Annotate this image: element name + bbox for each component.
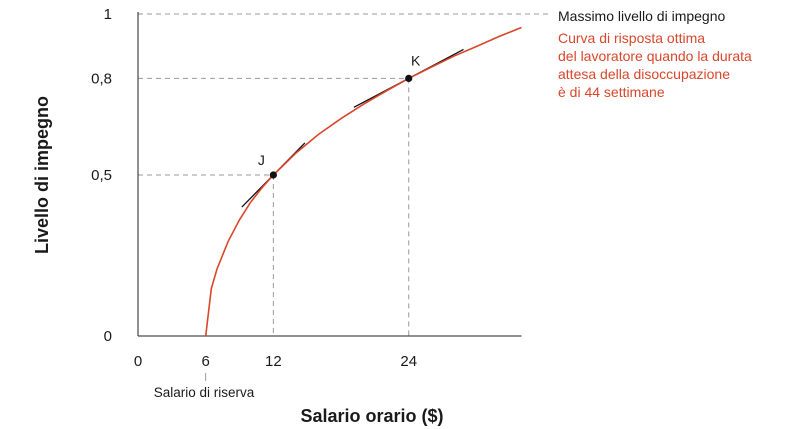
curve-annotation-line: Curva di risposta ottima <box>558 30 705 46</box>
y-tick-label: 0 <box>104 328 112 345</box>
point-label: K <box>411 52 421 68</box>
curve-annotation-line: è di 44 settimane <box>558 84 665 100</box>
x-tick-label: 6 <box>202 353 210 370</box>
curve-annotation: Curva di risposta ottima del lavoratore … <box>558 30 752 100</box>
best-response-curve <box>204 26 522 337</box>
reservation-wage-label: Salario di riserva <box>154 385 255 400</box>
x-tick-label: 0 <box>134 353 142 370</box>
x-axis-title: Salario orario ($) <box>300 406 443 426</box>
point-marker <box>405 74 413 82</box>
x-tick-label: 24 <box>400 353 417 370</box>
y-tick-label: 0,5 <box>91 167 112 184</box>
curve-annotation-line: del lavoratore quando la durata <box>558 48 752 64</box>
point-marker <box>269 171 277 179</box>
y-tick-label: 1 <box>104 6 112 23</box>
curve-annotation-line: attesa della disoccupazione <box>558 66 730 82</box>
point-label: J <box>258 152 265 168</box>
y-tick-label: 0,8 <box>91 70 112 87</box>
max-effort-label: Massimo livello di impegno <box>558 8 726 24</box>
y-axis-title: Livello di impegno <box>32 96 52 254</box>
x-tick-label: 12 <box>265 353 282 370</box>
